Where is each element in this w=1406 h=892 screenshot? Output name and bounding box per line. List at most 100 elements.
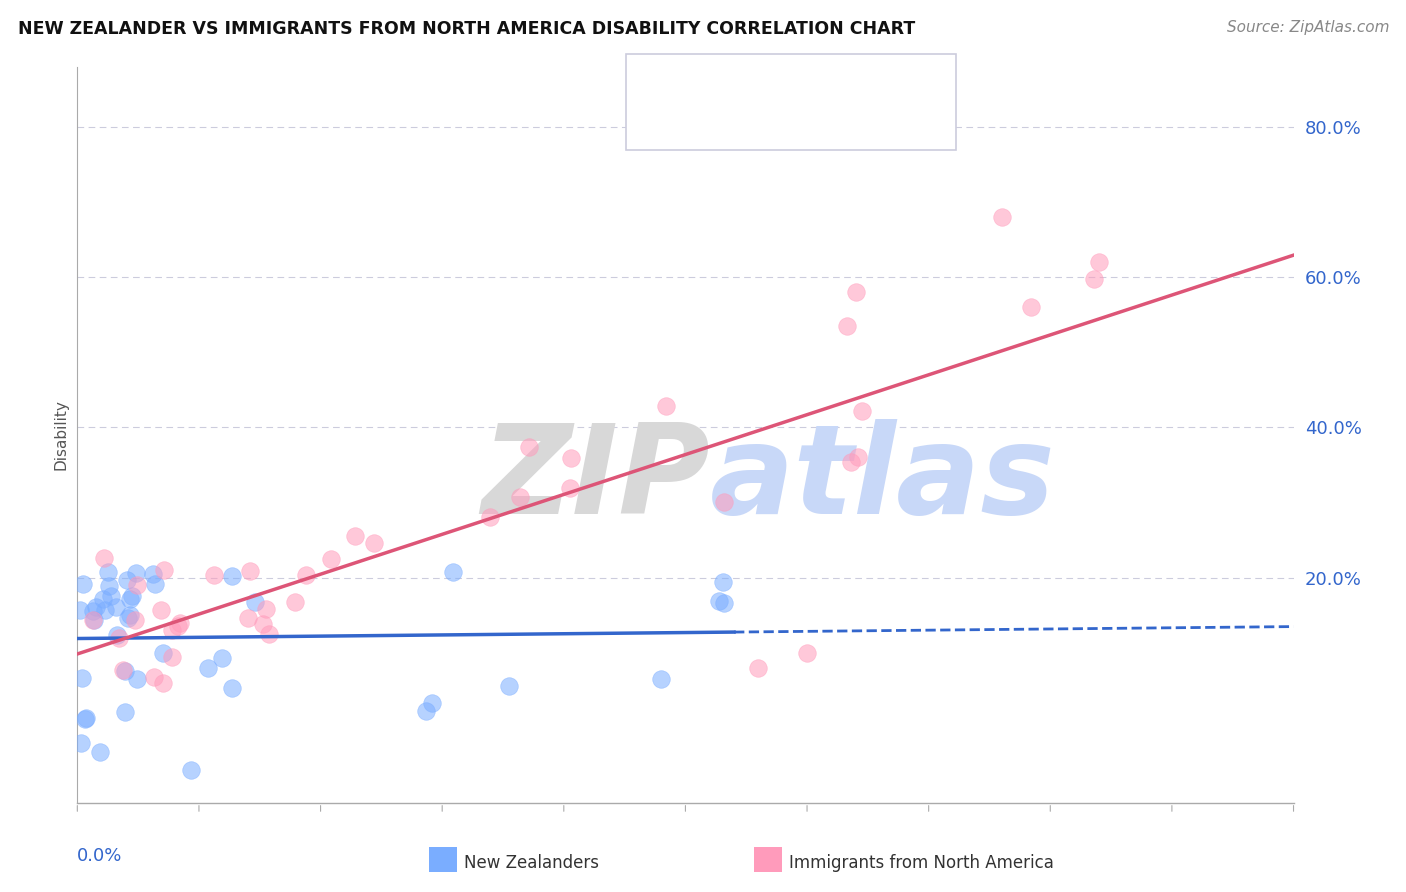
Point [104,599,127,614]
Point [238,611,260,625]
Point [363,536,385,550]
Point [257,627,280,641]
Point [82,603,104,617]
Point [519,440,541,454]
Point [108,631,131,645]
Point [1083,272,1105,286]
Point [72,577,94,591]
Point [284,594,307,608]
Point [713,596,735,610]
Point [94,603,117,617]
Point [845,285,868,300]
Text: N = 43: N = 43 [828,72,891,90]
Point [243,595,266,609]
Point [124,613,146,627]
Point [711,575,734,590]
Text: 0.0%: 0.0% [77,847,122,865]
Point [115,573,138,587]
Point [152,676,174,690]
Point [97,565,120,579]
Point [169,616,191,631]
Point [117,611,139,625]
Point [86,599,108,614]
Point [180,764,202,778]
Point [498,679,520,693]
Point [221,681,243,695]
Point [153,563,176,577]
Point [197,661,219,675]
Point [415,704,437,718]
Point [143,577,166,591]
Point [294,568,316,582]
Point [152,646,174,660]
Bar [640,105,672,137]
Point [114,664,136,678]
Point [479,510,502,524]
Point [558,481,581,495]
Point [121,589,143,603]
Point [93,550,115,565]
Point [835,319,858,334]
Point [221,569,243,583]
Point [127,672,149,686]
Point [112,664,135,678]
Point [125,566,148,580]
Point [97,579,120,593]
Point [160,650,183,665]
Point [839,454,862,468]
Point [125,577,148,591]
Point [160,623,183,637]
Point [100,590,122,604]
Point [747,660,769,674]
Point [846,450,869,465]
Point [114,705,136,719]
Point [142,670,165,684]
Point [239,564,262,578]
Text: R = 0.019: R = 0.019 [681,72,772,90]
Point [202,567,225,582]
Point [82,613,104,627]
Point [254,601,277,615]
Text: Source: ZipAtlas.com: Source: ZipAtlas.com [1226,20,1389,35]
Point [75,712,97,726]
Point [89,745,111,759]
Point [120,608,142,623]
Bar [640,66,672,98]
Point [70,671,93,685]
Point [509,490,531,504]
Text: NEW ZEALANDER VS IMMIGRANTS FROM NORTH AMERICA DISABILITY CORRELATION CHART: NEW ZEALANDER VS IMMIGRANTS FROM NORTH A… [18,20,915,37]
Text: atlas: atlas [710,418,1056,540]
Text: R = 0.649: R = 0.649 [681,112,772,130]
Point [142,567,165,582]
Text: New Zealanders: New Zealanders [464,855,599,872]
Point [211,650,233,665]
Point [105,628,128,642]
Point [83,613,105,627]
Point [344,528,367,542]
Point [120,592,142,607]
Point [69,603,91,617]
Point [1088,255,1111,269]
Point [150,603,173,617]
Point [441,565,464,579]
Text: Immigrants from North America: Immigrants from North America [789,855,1053,872]
Point [1019,300,1042,314]
Point [707,594,730,608]
Point [70,736,93,750]
Point [851,404,873,418]
Point [252,616,274,631]
Point [650,672,672,686]
Point [713,495,735,509]
Point [167,619,190,633]
Point [796,646,818,660]
Point [990,210,1012,224]
Text: ZIP: ZIP [481,418,710,540]
Point [75,711,97,725]
Point [655,399,678,413]
Point [319,552,342,566]
Point [420,696,443,710]
Text: N = 43: N = 43 [828,112,891,130]
Y-axis label: Disability: Disability [53,400,69,470]
Point [91,591,114,606]
Point [560,451,582,466]
